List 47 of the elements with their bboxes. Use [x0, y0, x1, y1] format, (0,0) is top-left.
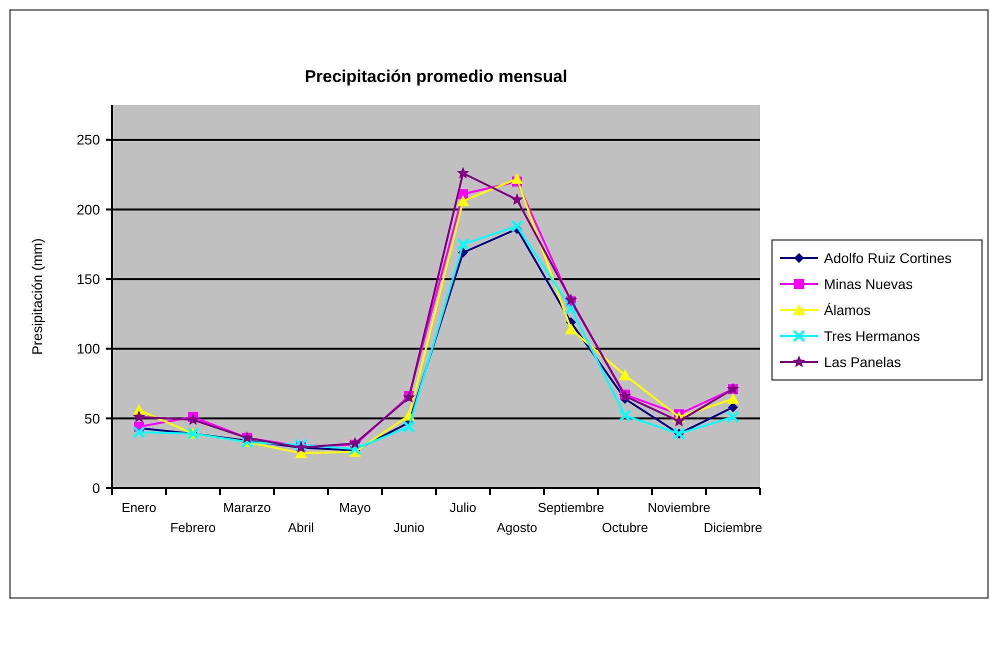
x-tick-label: Mararzo	[223, 500, 271, 515]
point	[511, 172, 523, 184]
point	[457, 195, 469, 206]
legend-label: Tres Hermanos	[824, 328, 920, 344]
y-tick-label: 150	[76, 270, 100, 287]
x-tick-label: Febrero	[170, 520, 216, 535]
x-tick-label: Mayo	[339, 500, 371, 515]
point	[564, 302, 578, 315]
point	[186, 413, 200, 426]
y-tick-label: 200	[76, 201, 100, 218]
y-tick-label: 0	[92, 480, 100, 496]
point	[565, 323, 577, 334]
point	[456, 166, 470, 178]
legend-label: Álamos	[824, 302, 871, 318]
point	[510, 220, 524, 232]
point	[132, 410, 146, 422]
chart-title: Precipitación promedio mensual	[304, 67, 568, 86]
point	[618, 409, 632, 422]
legend-label: Adolfo Ruiz Cortines	[824, 250, 952, 266]
point	[402, 420, 416, 433]
legend-label: Minas Nuevas	[824, 276, 913, 292]
x-tick-label: Junio	[393, 520, 425, 535]
legend-label: Las Panelas	[824, 354, 902, 370]
point	[726, 410, 740, 424]
x-tick-label: Diciembre	[704, 520, 762, 535]
point	[348, 442, 362, 456]
point	[619, 369, 631, 380]
point	[728, 402, 738, 412]
y-axis-title: Presipitación (mm)	[29, 238, 45, 355]
x-tick-label: Julio	[450, 500, 476, 515]
x-tick-label: Octubre	[602, 520, 648, 535]
x-tick-label: Enero	[122, 500, 156, 515]
point	[672, 414, 686, 426]
point	[727, 392, 739, 404]
point	[510, 193, 524, 205]
x-tick-label: Noviembre	[648, 500, 710, 515]
x-tick-label: Abril	[288, 520, 314, 535]
point	[348, 436, 362, 449]
y-tick-label: 100	[76, 340, 100, 357]
x-tick-label: Septiembre	[538, 500, 604, 515]
point	[564, 293, 578, 306]
y-tick-label: 250	[76, 132, 100, 148]
point	[456, 238, 470, 251]
x-tick-label: Agosto	[496, 520, 538, 535]
point	[294, 438, 308, 452]
point	[132, 426, 146, 439]
y-tick-label: 50	[84, 410, 100, 426]
